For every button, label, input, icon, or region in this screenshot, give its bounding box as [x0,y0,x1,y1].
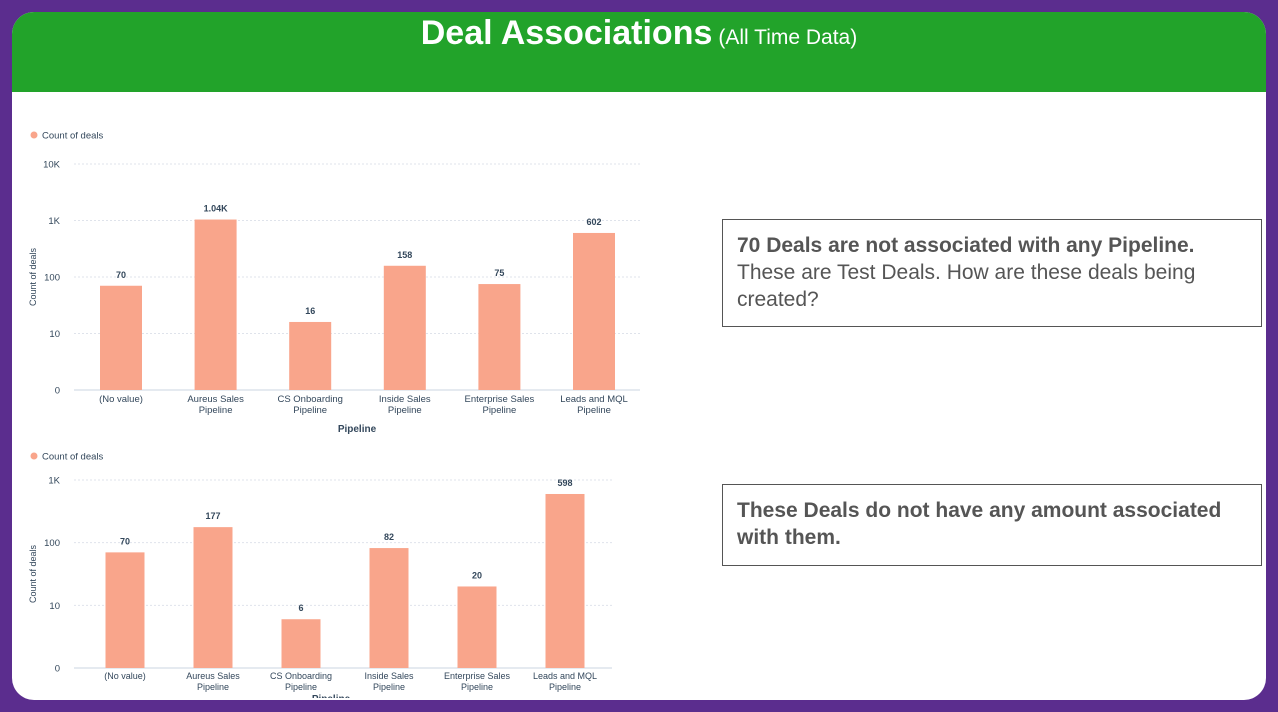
x-axis-title: Pipeline [312,694,351,698]
x-tick-label: Inside Sales Pipeline [364,671,414,692]
y-tick-label: 1K [48,216,60,227]
data-label: 82 [384,532,394,542]
bar [100,285,142,390]
deals-without-amount-chart: Count of deals 0 10 100 1K Count of deals 70 (N… [28,452,612,698]
y-axis-title: Count of deals [28,544,38,603]
data-label: 16 [305,306,315,316]
callout-no-amount-heading: These Deals do not have any amount assoc… [737,499,1222,549]
x-tick-label: Inside Sales Pipeline [379,394,431,416]
callout-no-pipeline-text: These are Test Deals. How are these deal… [737,261,1196,311]
data-label: 1.04K [204,204,229,214]
y-axis-title: Count of deals [28,247,38,306]
bar [369,548,409,668]
bar [194,219,237,390]
data-label: 70 [116,270,126,280]
data-label: 70 [120,536,130,546]
data-label: 158 [397,250,412,260]
legend-label: Count of deals [42,452,104,463]
y-tick-label: 10K [43,160,61,171]
bar [281,619,321,668]
bar [383,265,426,390]
data-label: 75 [494,268,504,278]
callout-no-pipeline: 70 Deals are not associated with any Pip… [722,219,1262,327]
page-subtitle: (All Time Data) [718,26,858,49]
bar [478,284,521,390]
x-tick-label: (No value) [104,671,146,681]
bar [457,586,497,668]
data-label: 177 [205,511,220,521]
y-tick-label: 1K [48,476,60,487]
x-tick-label: CS Onboarding Pipeline [277,394,342,416]
bar [573,232,615,390]
x-tick-label: (No value) [99,394,143,405]
bar [289,321,332,390]
y-tick-label: 0 [55,664,60,675]
data-label: 598 [557,478,572,488]
slide-frame: Deal Associations (All Time Data) Count o… [12,12,1266,700]
page-title: Deal Associations [420,14,713,52]
legend-marker [30,131,38,139]
data-label: 602 [586,217,601,227]
x-tick-label: CS Onboarding Pipeline [270,671,332,692]
x-tick-label: Enterprise Sales Pipeline [444,671,511,692]
bar [545,493,585,668]
y-tick-label: 100 [44,538,60,549]
callout-no-pipeline-heading: 70 Deals are not associated with any Pip… [737,234,1195,257]
y-tick-label: 10 [49,329,60,340]
callout-no-amount: These Deals do not have any amount assoc… [722,484,1262,566]
x-tick-label: Aureus Sales Pipeline [186,671,240,692]
y-tick-label: 0 [55,386,60,397]
x-axis-title: Pipeline [338,424,377,435]
x-tick-label: Leads and MQL Pipeline [560,394,628,416]
bar [193,527,233,668]
y-tick-label: 100 [44,273,60,284]
x-tick-label: Aureus Sales Pipeline [187,394,244,416]
legend-label: Count of deals [42,131,104,142]
data-label: 20 [472,570,482,580]
x-tick-label: Leads and MQL Pipeline [533,671,597,692]
y-tick-label: 10 [49,601,60,612]
bar [105,552,145,668]
legend-marker [30,452,38,460]
data-label: 6 [298,603,303,613]
x-tick-label: Enterprise Sales Pipeline [465,394,535,416]
header-bar: Deal Associations (All Time Data) [12,12,1266,92]
deals-by-pipeline-chart: Count of deals 0 10 100 1K 10K Count of deals 7… [28,131,640,435]
